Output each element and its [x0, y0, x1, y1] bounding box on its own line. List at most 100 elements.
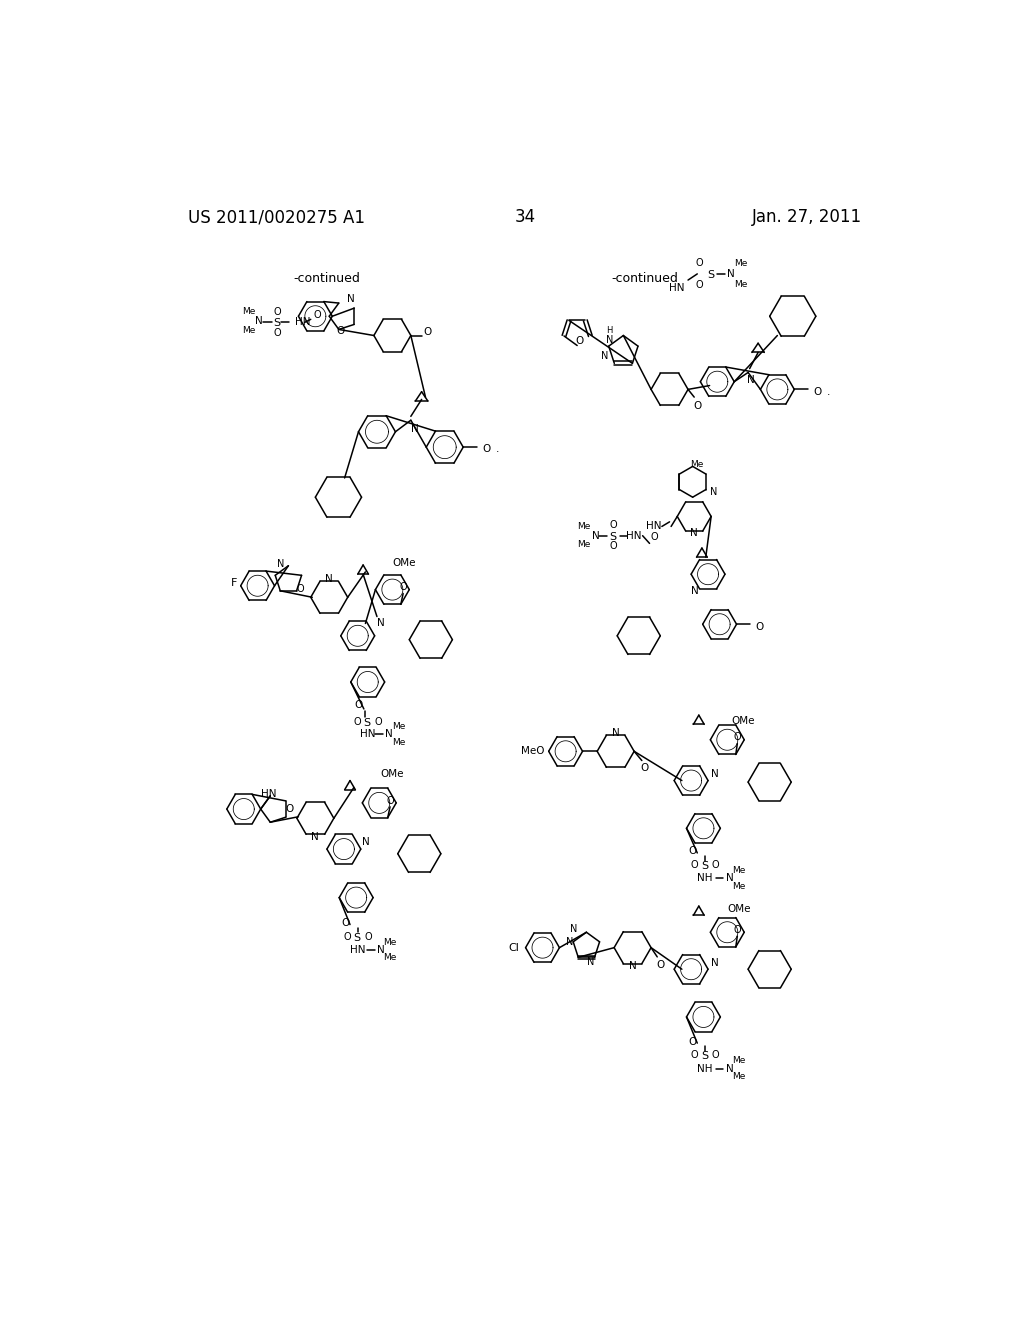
- Text: $\mathregular{S}$: $\mathregular{S}$: [353, 931, 361, 942]
- Text: Me: Me: [392, 722, 406, 731]
- Text: N: N: [726, 1064, 733, 1073]
- Text: O: O: [297, 583, 304, 594]
- Text: N: N: [592, 531, 599, 541]
- Text: N: N: [326, 574, 333, 583]
- Text: N: N: [278, 560, 285, 569]
- Text: HN: HN: [646, 521, 662, 532]
- Text: O: O: [399, 582, 407, 593]
- Text: H: H: [606, 326, 612, 335]
- Text: O: O: [695, 280, 702, 289]
- Text: O: O: [688, 846, 696, 857]
- Text: N: N: [711, 958, 719, 968]
- Text: Me: Me: [732, 1056, 745, 1065]
- Text: $\mathregular{S}$: $\mathregular{S}$: [272, 317, 282, 329]
- Text: Me: Me: [734, 259, 748, 268]
- Text: Me: Me: [577, 540, 590, 549]
- Text: N: N: [311, 832, 319, 842]
- Text: MeO: MeO: [520, 746, 544, 756]
- Text: 34: 34: [514, 209, 536, 227]
- Text: Me: Me: [732, 882, 745, 891]
- Text: -continued: -continued: [294, 272, 360, 285]
- Text: O: O: [693, 401, 701, 412]
- Text: O: O: [386, 796, 394, 805]
- Text: N: N: [710, 487, 718, 496]
- Text: N: N: [385, 730, 393, 739]
- Text: N: N: [566, 937, 573, 948]
- Text: O: O: [273, 329, 281, 338]
- Text: HN: HN: [670, 282, 685, 293]
- Text: O: O: [712, 861, 720, 870]
- Text: O: O: [341, 917, 349, 928]
- Text: OMe: OMe: [731, 715, 755, 726]
- Text: O: O: [650, 532, 658, 543]
- Text: N: N: [362, 837, 370, 847]
- Text: $\mathregular{S}$: $\mathregular{S}$: [700, 1049, 710, 1061]
- Text: Me: Me: [392, 738, 406, 747]
- Text: N: N: [377, 945, 385, 954]
- Text: N: N: [690, 528, 698, 539]
- Text: -continued: -continued: [611, 272, 678, 285]
- Text: NH: NH: [697, 874, 713, 883]
- Text: N: N: [711, 770, 719, 779]
- Text: Me: Me: [383, 937, 396, 946]
- Text: O: O: [273, 306, 281, 317]
- Text: $\mathregular{S}$: $\mathregular{S}$: [609, 529, 617, 541]
- Text: O: O: [337, 326, 345, 335]
- Text: Me: Me: [577, 521, 590, 531]
- Text: Me: Me: [690, 461, 703, 470]
- Text: Me: Me: [242, 308, 255, 315]
- Text: $\mathregular{S}$: $\mathregular{S}$: [707, 268, 716, 280]
- Text: N: N: [727, 269, 735, 279]
- Text: N: N: [726, 874, 733, 883]
- Text: N: N: [411, 425, 419, 434]
- Text: Me: Me: [242, 326, 255, 334]
- Text: F: F: [230, 578, 237, 589]
- Text: OMe: OMe: [381, 770, 404, 779]
- Text: O: O: [424, 326, 432, 337]
- Text: .: .: [826, 387, 829, 397]
- Text: O: O: [641, 763, 649, 774]
- Text: O: O: [609, 520, 617, 529]
- Text: HN: HN: [350, 945, 366, 954]
- Text: O: O: [343, 932, 351, 942]
- Text: OMe: OMe: [727, 904, 751, 915]
- Text: O: O: [756, 622, 764, 631]
- Text: Me: Me: [734, 280, 748, 289]
- Text: O: O: [712, 1051, 720, 1060]
- Text: O: O: [313, 310, 321, 319]
- Text: N: N: [377, 618, 385, 628]
- Text: Me: Me: [732, 1072, 745, 1081]
- Text: $\mathregular{S}$: $\mathregular{S}$: [364, 715, 372, 729]
- Text: HN: HN: [360, 730, 376, 739]
- Text: O: O: [733, 925, 741, 935]
- Text: N: N: [587, 957, 594, 966]
- Text: Me: Me: [732, 866, 745, 875]
- Text: O: O: [365, 932, 373, 942]
- Text: N: N: [629, 961, 637, 972]
- Text: $\mathregular{S}$: $\mathregular{S}$: [700, 859, 710, 871]
- Text: O: O: [695, 259, 702, 268]
- Text: US 2011/0020275 A1: US 2011/0020275 A1: [188, 209, 366, 227]
- Text: O: O: [375, 717, 382, 727]
- Text: O: O: [656, 960, 665, 970]
- Text: N: N: [347, 294, 354, 305]
- Text: O: O: [354, 700, 362, 710]
- Text: Me: Me: [383, 953, 396, 962]
- Text: O: O: [575, 335, 584, 346]
- Text: O: O: [609, 541, 617, 552]
- Text: HN: HN: [626, 531, 641, 541]
- Text: O: O: [690, 1051, 698, 1060]
- Text: N: N: [601, 351, 608, 360]
- Text: O: O: [733, 733, 741, 742]
- Text: OMe: OMe: [392, 557, 416, 568]
- Text: N: N: [255, 315, 263, 326]
- Text: N: N: [570, 924, 578, 935]
- Text: O: O: [353, 717, 360, 727]
- Text: O: O: [688, 1036, 696, 1047]
- Text: HN: HN: [295, 317, 311, 327]
- Text: N: N: [691, 586, 698, 597]
- Text: HN: HN: [261, 788, 276, 799]
- Text: .: .: [496, 445, 499, 454]
- Text: Jan. 27, 2011: Jan. 27, 2011: [752, 209, 862, 227]
- Text: Cl: Cl: [509, 942, 519, 953]
